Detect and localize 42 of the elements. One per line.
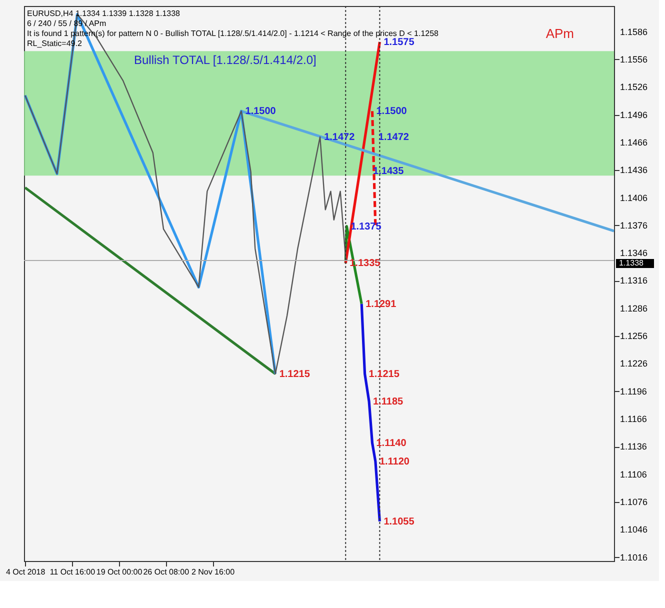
y-tick-label: 1.1466 — [620, 137, 648, 148]
y-tick-label: 1.1106 — [620, 469, 647, 480]
annotation: 1.1215 — [279, 368, 310, 380]
y-tick-label: 1.1256 — [620, 331, 648, 342]
ref-line-label: 1.1338 — [619, 258, 644, 268]
annotation: 1.1435 — [373, 166, 404, 178]
y-tick-label: 1.1136 — [620, 442, 647, 452]
annotation: 1.1291 — [366, 298, 397, 310]
y-tick-label: 1.1076 — [620, 496, 648, 507]
x-tick-label: 2 Nov 16:00 — [191, 568, 236, 576]
y-tick-label: 1.1436 — [620, 165, 648, 176]
annotation: 1.1575 — [384, 36, 415, 48]
annotation: 1.1185 — [373, 396, 404, 408]
annotation: 1.1120 — [379, 456, 410, 468]
annotation: Bullish TOTAL [1.128/.5/1.414/2.0] — [134, 53, 316, 67]
annotation: 1.1215 — [368, 368, 400, 380]
x-tick-label: 4 Oct 2018 — [6, 568, 46, 576]
y-tick-label: 1.1406 — [620, 192, 648, 203]
y-tick-label: 1.1166 — [620, 414, 647, 424]
x-tick-label: 11 Oct 16:00 — [50, 568, 96, 576]
annotation: 1.1500 — [376, 106, 408, 118]
y-tick-label: 1.1286 — [620, 303, 648, 314]
annotation: EURUSD,H4 1.1334 1.1339 1.1328 1.1338 — [27, 9, 181, 18]
y-tick-label: 1.1556 — [620, 54, 648, 64]
annotation: 1.1140 — [376, 438, 407, 449]
y-tick-label: 1.1586 — [620, 26, 648, 37]
x-tick-label: 19 Oct 00:00 — [96, 568, 143, 576]
y-tick-label: 1.1346 — [620, 248, 648, 258]
y-tick-label: 1.1526 — [620, 82, 648, 92]
y-tick-label: 1.1496 — [620, 110, 648, 120]
y-tick-label: 1.1316 — [620, 276, 648, 286]
y-tick-label: 1.1196 — [620, 386, 647, 396]
annotation: 1.1055 — [384, 516, 415, 528]
y-tick-label: 1.1376 — [620, 220, 648, 230]
annotation: 1.1500 — [245, 106, 276, 118]
x-tick-label: 26 Oct 08:00 — [143, 568, 190, 576]
y-tick-label: 1.1016 — [620, 552, 648, 562]
y-tick-label: 1.1226 — [620, 358, 648, 369]
annotation: 1.1472 — [324, 132, 356, 143]
annotation: APm — [546, 26, 574, 41]
annotation: 1.1472 — [378, 132, 410, 143]
y-tick-label: 1.1046 — [620, 524, 648, 535]
